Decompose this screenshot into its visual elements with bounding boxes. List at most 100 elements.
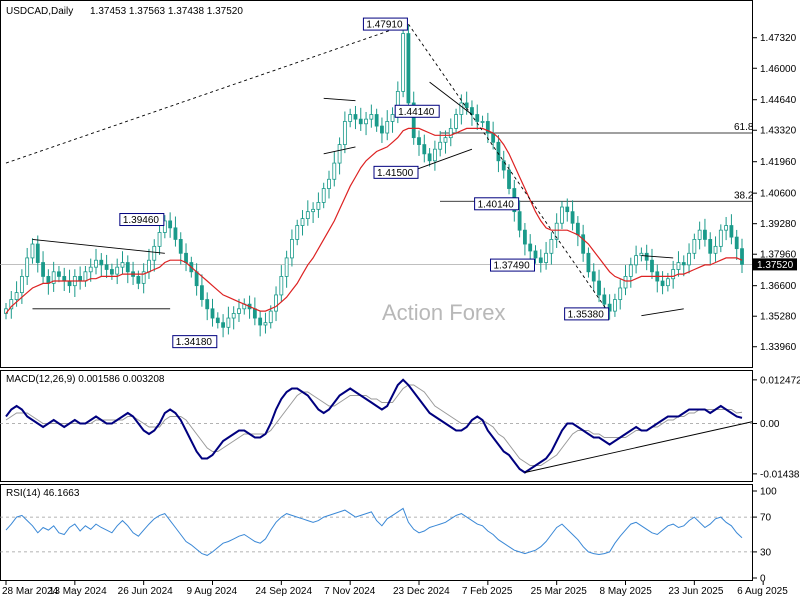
price-tick-label: 1.33960 xyxy=(760,342,797,353)
candle-body xyxy=(544,252,548,263)
candle-body xyxy=(438,141,443,150)
candle-body xyxy=(644,252,649,261)
candle-body xyxy=(9,299,14,310)
candle-body xyxy=(157,232,162,247)
candle-body xyxy=(178,239,183,254)
candle-body xyxy=(200,285,204,300)
candle-body xyxy=(417,137,421,145)
candle-body xyxy=(703,229,707,240)
candle-body xyxy=(485,121,490,134)
candle-body xyxy=(729,225,734,238)
candle-body xyxy=(30,243,35,259)
current-price-label: 1.37520 xyxy=(757,260,794,271)
candle-body xyxy=(687,252,691,266)
candle-body xyxy=(565,206,570,213)
candle-body xyxy=(523,229,527,245)
candle-body xyxy=(464,102,469,108)
candle-body xyxy=(554,222,559,240)
candle-body xyxy=(364,118,368,125)
x-tick-label: 24 Sep 2024 xyxy=(255,586,312,597)
x-tick-label: 13 May 2024 xyxy=(49,586,107,597)
price-annotation-label: 1.35380 xyxy=(568,309,605,320)
price-tick-label: 1.39280 xyxy=(760,219,797,230)
candle-body xyxy=(141,271,146,284)
rsi-tick-label: 30 xyxy=(760,547,772,558)
candle-body xyxy=(385,121,390,134)
x-tick-label: 7 Nov 2024 xyxy=(324,586,376,597)
candle-body xyxy=(94,259,98,268)
candle-body xyxy=(162,220,167,233)
price-tick-label: 1.36600 xyxy=(760,281,797,292)
candle-body xyxy=(305,211,310,219)
fib-level-label: 38.2 xyxy=(734,190,754,201)
candle-body xyxy=(358,118,363,125)
x-tick-label: 6 Aug 2025 xyxy=(737,586,788,597)
candle-body xyxy=(718,229,723,247)
candle-body xyxy=(205,299,210,310)
candle-body xyxy=(125,262,130,273)
candle-body xyxy=(443,137,448,143)
candle-body xyxy=(274,294,278,312)
candle-body xyxy=(708,239,713,254)
candle-body xyxy=(681,262,686,266)
candle-body xyxy=(300,218,305,226)
candle-body xyxy=(692,239,697,254)
price-annotation-box xyxy=(172,335,218,349)
trendline-dotted-up xyxy=(5,23,409,164)
price-annotation-box xyxy=(119,213,165,227)
candle-body xyxy=(41,262,45,277)
channel-upper xyxy=(641,255,674,259)
candle-body xyxy=(671,269,676,280)
candle-body xyxy=(88,266,93,273)
candle-body xyxy=(342,121,347,145)
price-annotation-box xyxy=(362,17,408,31)
candle-body xyxy=(406,33,411,104)
candle-body xyxy=(676,262,681,270)
price-title: USDCAD,Daily xyxy=(6,6,73,17)
candle-body xyxy=(252,308,257,319)
x-tick-label: 8 May 2025 xyxy=(600,586,653,597)
candle-body xyxy=(290,239,294,259)
candle-body xyxy=(194,271,199,287)
candle-body xyxy=(480,121,485,123)
candle-body xyxy=(613,299,617,312)
x-tick-label: 28 Mar 2024 xyxy=(2,586,59,597)
price-annotation-label: 1.40140 xyxy=(478,199,515,210)
candle-body xyxy=(263,322,268,326)
candle-body xyxy=(507,169,511,189)
candle-body xyxy=(184,252,188,263)
candle-body xyxy=(67,280,72,287)
price-annotation-label: 1.34180 xyxy=(176,337,213,348)
moving-average-line xyxy=(5,127,743,314)
candle-body xyxy=(268,310,273,324)
watermark: Action Forex xyxy=(382,300,506,325)
macd-line xyxy=(5,378,743,474)
candle-body xyxy=(422,144,427,155)
candle-body xyxy=(14,292,19,300)
candle-body xyxy=(284,257,289,277)
candle-body xyxy=(210,308,215,319)
trendline-dotted-down xyxy=(408,23,610,315)
macd-tick-label: 0.012472 xyxy=(760,375,800,386)
price-annotation-label: 1.44140 xyxy=(398,107,435,118)
price-annotation-label: 1.39460 xyxy=(123,215,160,226)
candle-body xyxy=(560,206,564,224)
candle-body xyxy=(634,255,639,266)
macd-title: MACD(12,26,9) 0.001586 0.003208 xyxy=(6,374,165,385)
candle-body xyxy=(83,271,88,282)
price-tick-label: 1.43320 xyxy=(760,126,797,137)
candle-body xyxy=(713,245,718,254)
pennant-lower xyxy=(323,146,356,155)
candle-body xyxy=(618,287,623,300)
candle-body xyxy=(390,114,395,122)
candle-body xyxy=(459,102,464,115)
candle-body xyxy=(337,144,342,164)
candle-body xyxy=(623,276,628,289)
candle-body xyxy=(109,269,114,275)
candle-body xyxy=(475,114,480,122)
price-annotation-box xyxy=(373,165,419,179)
price-annotation-box xyxy=(489,258,535,272)
price-tick-label: 1.44640 xyxy=(760,95,797,106)
price-annotation-box xyxy=(474,197,520,211)
candle-body xyxy=(215,317,220,324)
